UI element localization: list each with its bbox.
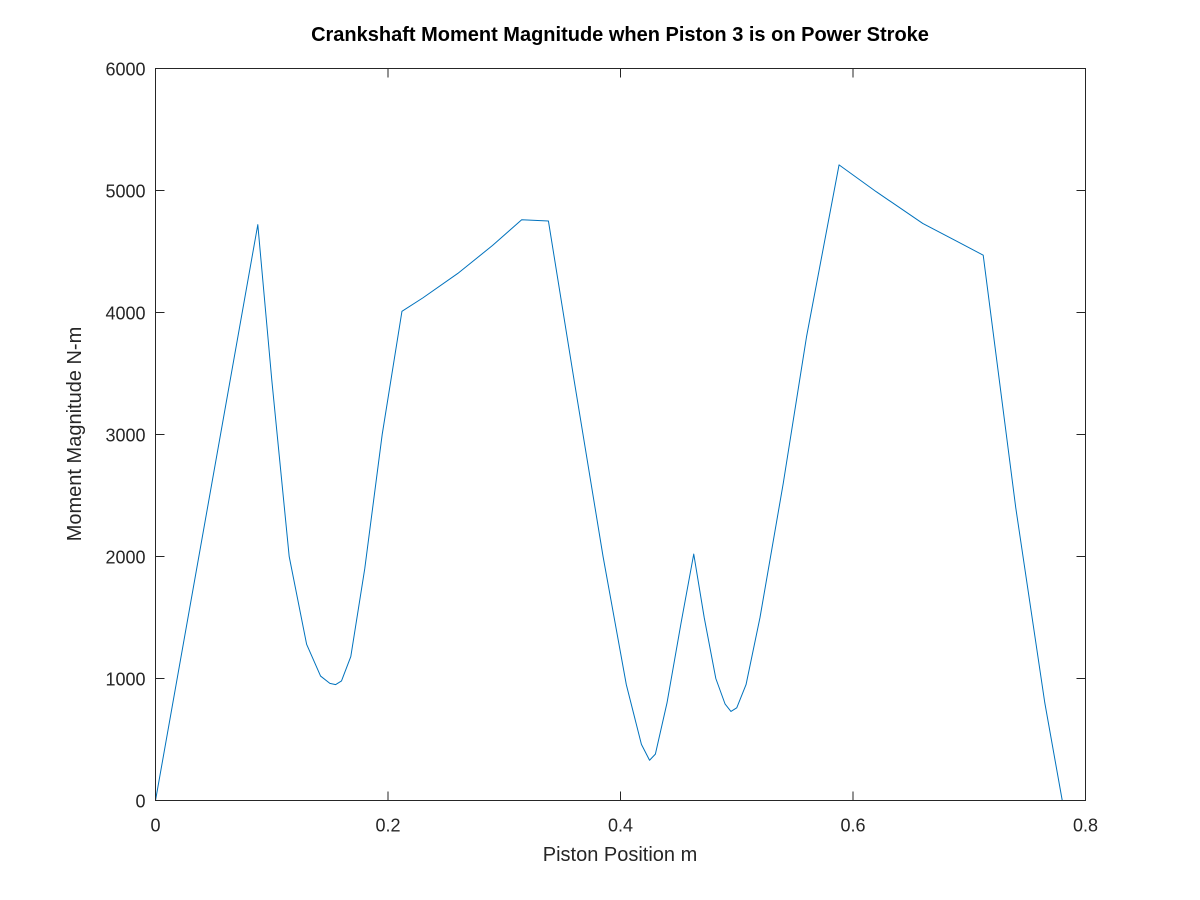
axes-box (155, 68, 1086, 801)
y-tick-label: 3000 (105, 426, 145, 446)
y-tick-label: 1000 (105, 670, 145, 690)
x-tick-label: 0.4 (608, 816, 633, 836)
y-axis-label: Moment Magnitude N-m (64, 327, 86, 542)
x-tick-label: 0.2 (375, 816, 400, 836)
series-line (155, 164, 1063, 801)
y-tick-label: 4000 (105, 304, 145, 324)
x-axis-label: Piston Position m (543, 844, 698, 866)
x-tick-label: 0 (150, 816, 160, 836)
x-tick-label: 0.6 (840, 816, 865, 836)
chart-title: Crankshaft Moment Magnitude when Piston … (311, 24, 929, 46)
x-tick-label: 0.8 (1073, 816, 1098, 836)
y-tick-label: 6000 (105, 60, 145, 80)
y-tick-label: 5000 (105, 182, 145, 202)
y-tick-label: 2000 (105, 548, 145, 568)
series-layer (155, 164, 1063, 801)
y-tick-label: 0 (135, 792, 145, 812)
axis-ticks: 0 0.2 0.4 0.6 0.8 0 1000 2000 3000 4000 5000 6000 (105, 60, 1098, 836)
